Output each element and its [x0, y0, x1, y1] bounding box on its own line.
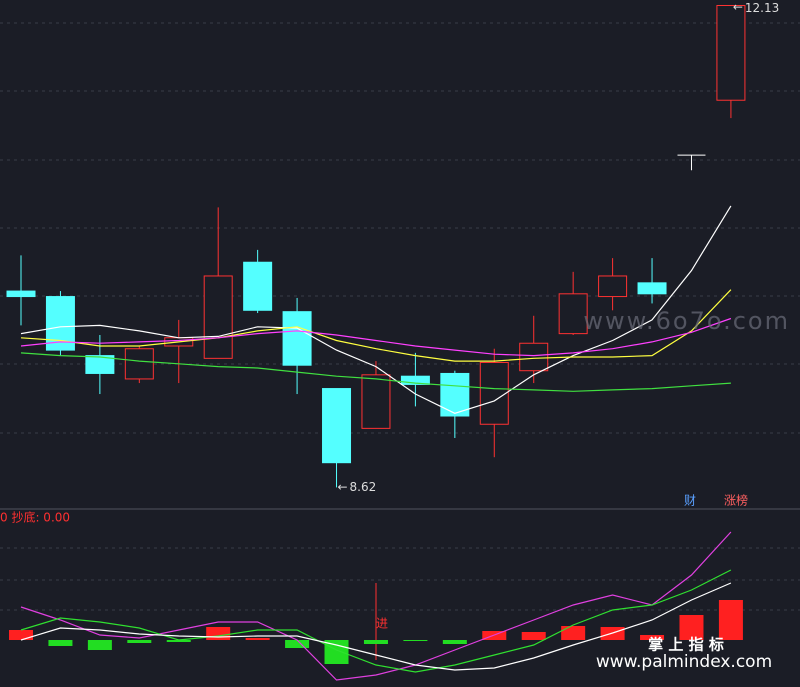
line-series: [20, 582, 732, 671]
site-watermark: www.palmindex.com: [596, 652, 772, 672]
candle-body: [558, 293, 588, 335]
low-label: 8.62: [350, 480, 377, 494]
high-label: 12.13: [745, 1, 779, 15]
bar: [285, 640, 310, 648]
arrow: ←: [733, 0, 743, 14]
signal-label: 进: [376, 617, 388, 631]
candle-body: [322, 388, 352, 464]
candle-body: [282, 311, 312, 366]
candle-body: [519, 342, 549, 372]
bar: [166, 640, 191, 642]
grid: [0, 22, 800, 611]
bar: [363, 640, 388, 644]
watermark: www.6o7o.com: [583, 307, 790, 335]
bar: [127, 640, 152, 643]
bar: [48, 640, 73, 646]
candle-body: [124, 348, 154, 380]
line-series: [20, 352, 731, 392]
zhangbang-label[interactable]: 涨榜: [724, 493, 748, 508]
line-series: [20, 531, 732, 681]
candle-body: [6, 290, 36, 298]
bar: [679, 615, 704, 640]
bar: [206, 627, 231, 640]
bar: [640, 635, 665, 640]
bar: [718, 600, 743, 640]
line-series: [20, 289, 732, 362]
candle-body: [637, 282, 667, 295]
bar: [403, 640, 428, 641]
brand-watermark: 掌 上 指 标: [648, 636, 724, 654]
bar: [9, 630, 33, 640]
candle-body: [361, 374, 391, 429]
line-series: [20, 569, 732, 673]
bar: [442, 640, 467, 644]
arrow: ←: [338, 480, 348, 494]
candle-body: [716, 4, 746, 101]
candle-body: [85, 355, 115, 374]
candle-body: [598, 275, 628, 298]
candle-body: [400, 375, 430, 385]
bar: [324, 640, 349, 664]
indicator-legend: 0 抄底: 0.00: [0, 510, 70, 525]
bar: [561, 626, 586, 640]
bar: [87, 640, 112, 650]
candle-body: [45, 296, 75, 351]
candle-body: [479, 361, 509, 425]
line-series: [20, 205, 732, 414]
cai-label[interactable]: 财: [684, 494, 696, 508]
bar: [521, 632, 546, 640]
candle-body: [203, 275, 233, 359]
line-series: [20, 317, 732, 357]
bar: [245, 638, 270, 640]
candle-body: [243, 261, 273, 311]
